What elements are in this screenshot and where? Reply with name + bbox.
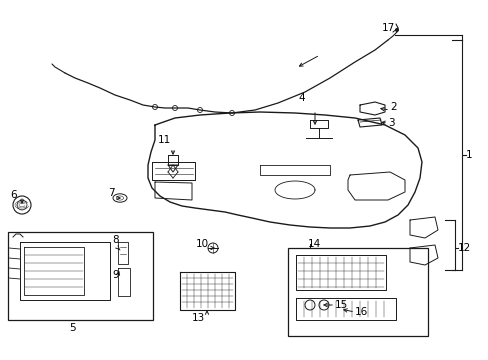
Bar — [287, 248, 427, 336]
Text: 3: 3 — [387, 118, 394, 128]
Text: 9: 9 — [112, 270, 119, 280]
Text: 13: 13 — [191, 313, 204, 323]
Text: 12: 12 — [457, 243, 470, 253]
Text: 2: 2 — [389, 102, 396, 112]
Text: 14: 14 — [307, 239, 321, 249]
Text: 5: 5 — [68, 323, 75, 333]
Text: 16: 16 — [354, 307, 367, 317]
Text: 8: 8 — [112, 235, 119, 245]
Text: 17: 17 — [381, 23, 394, 33]
Text: 1: 1 — [465, 150, 472, 160]
Text: 11: 11 — [158, 135, 171, 145]
Bar — [8, 232, 153, 320]
Text: 6: 6 — [10, 190, 17, 200]
Text: 10: 10 — [196, 239, 209, 249]
Text: 4: 4 — [297, 93, 304, 103]
Text: 7: 7 — [108, 188, 114, 198]
Circle shape — [394, 28, 398, 32]
Text: 15: 15 — [334, 300, 347, 310]
